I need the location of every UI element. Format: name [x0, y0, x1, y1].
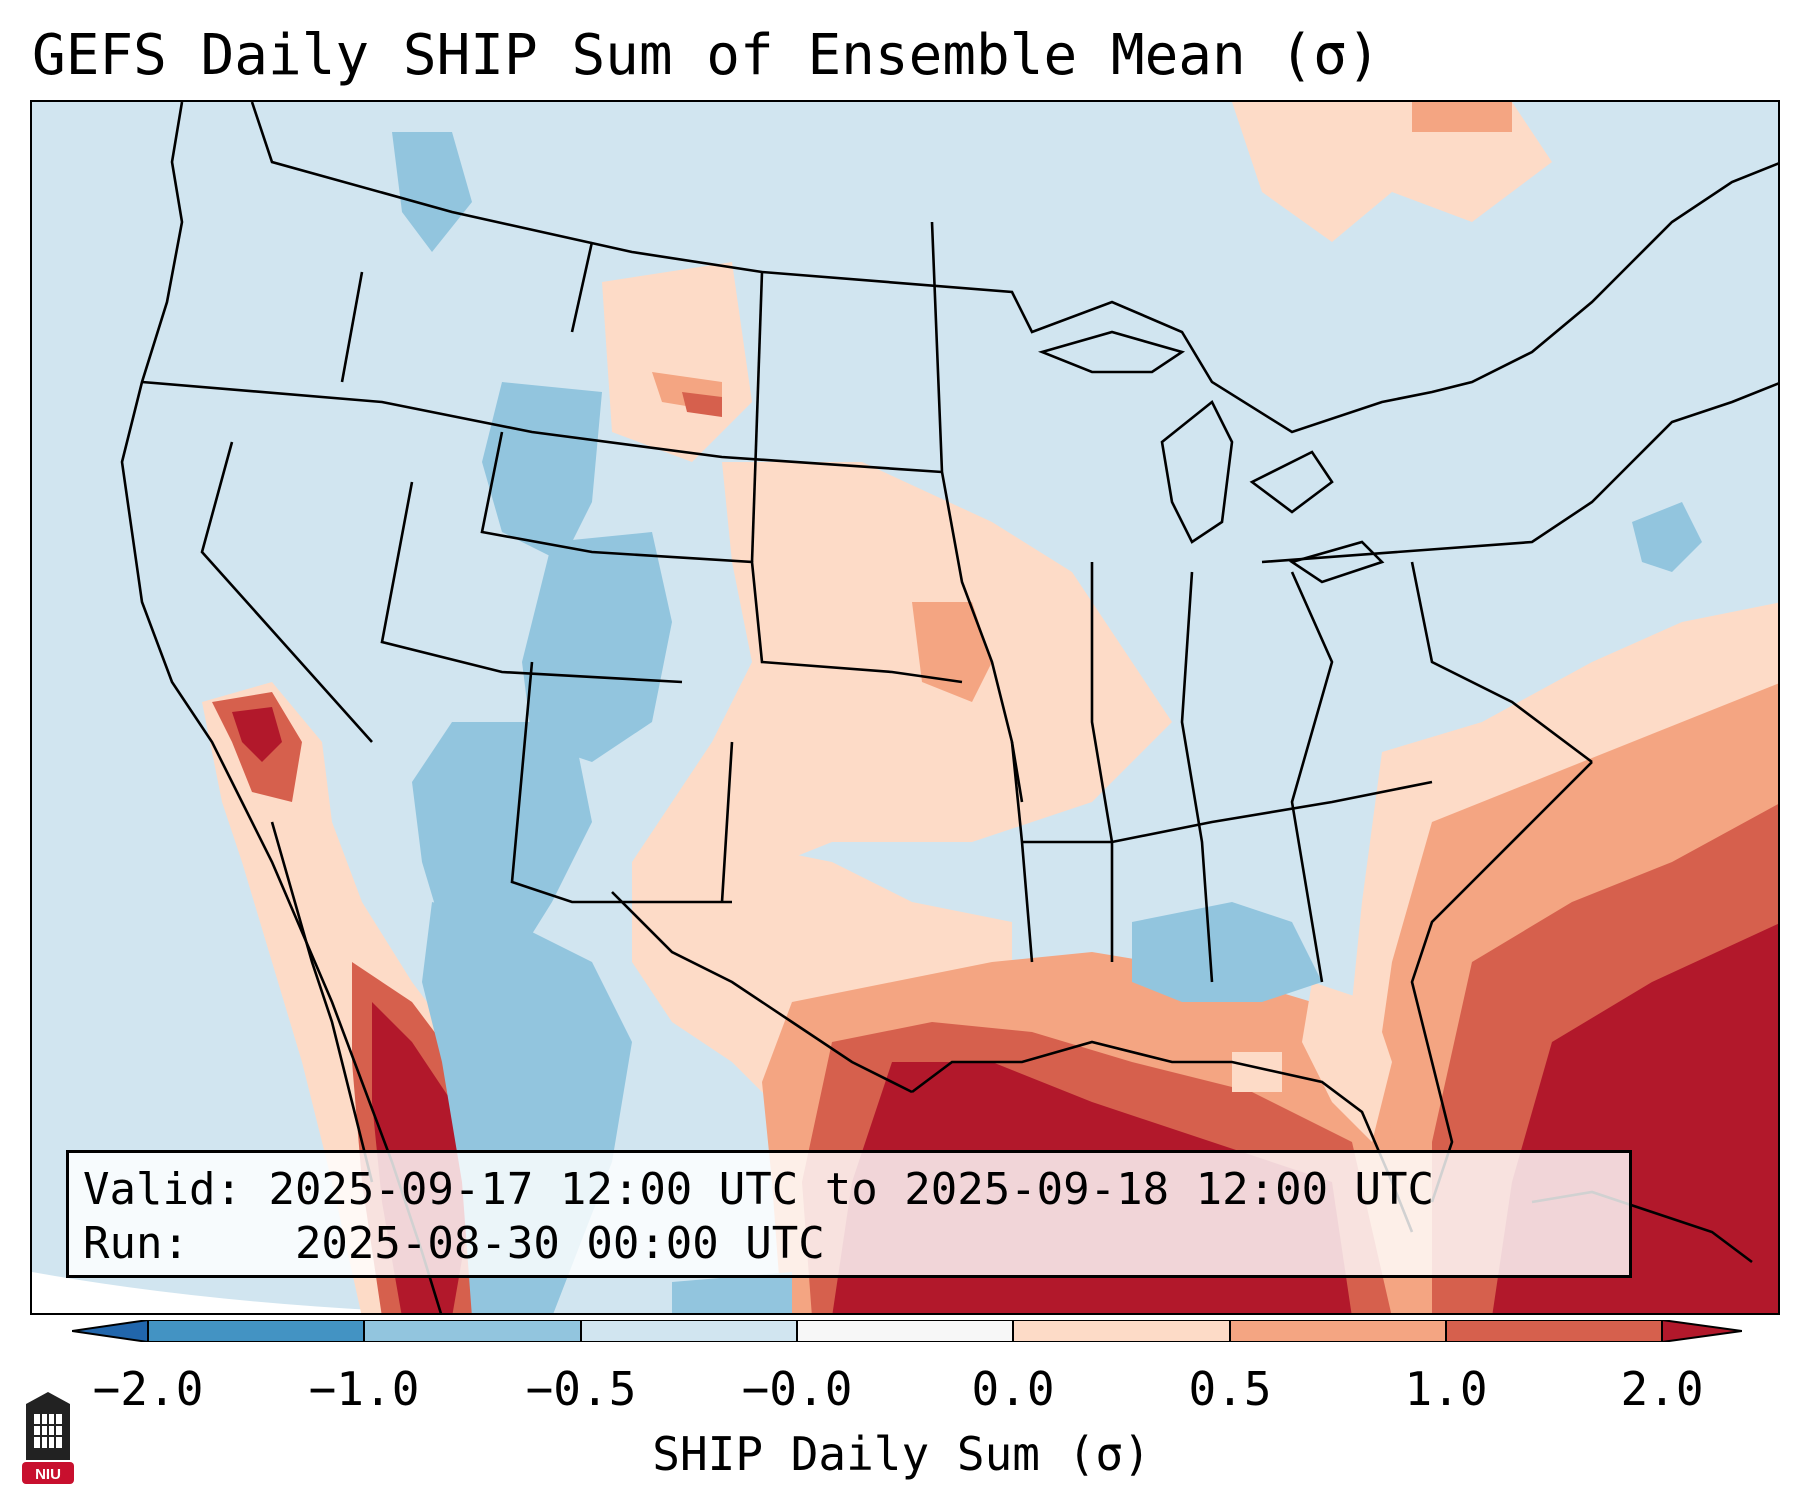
colorbar-segment — [1446, 1320, 1662, 1342]
niu-logo-icon: NIU — [22, 1392, 74, 1484]
colorbar — [72, 1320, 1742, 1342]
anomaly-region-bc — [392, 132, 472, 252]
run-row: Run: 2025-08-30 00:00 UTC — [83, 1217, 1615, 1271]
valid-value: 2025-09-17 12:00 UTC to 2025-09-18 12:00… — [268, 1164, 1435, 1215]
colorbar-segment — [364, 1320, 581, 1342]
colorbar-segment — [1230, 1320, 1446, 1342]
lake-superior — [1037, 330, 1186, 374]
texas-panhandle — [720, 741, 734, 903]
anomaly-region-montana-peak — [682, 392, 722, 417]
canada-border — [250, 102, 1778, 434]
anomaly-region-southeast — [1132, 902, 1322, 1002]
colorbar-tick-label: 2.0 — [1620, 1362, 1704, 1416]
state-line-north — [141, 380, 943, 474]
nevada-border — [200, 441, 373, 743]
boundary-lines — [120, 102, 1778, 1313]
dakota-border — [750, 271, 764, 563]
colorbar-segment — [797, 1320, 1013, 1342]
colorbar-tick-label: −0.0 — [741, 1362, 853, 1416]
projection-edge — [32, 1272, 433, 1313]
anomaly-region-plains — [632, 462, 1172, 962]
warm-anomaly-layer — [202, 102, 1778, 1313]
run-label: Run: — [83, 1218, 189, 1269]
anomaly-region-colorado — [522, 532, 672, 762]
southeast-coastline — [1410, 761, 1593, 1203]
valid-row: Valid: 2025-09-17 12:00 UTC to 2025-09-1… — [83, 1163, 1615, 1217]
logo-text: NIU — [35, 1466, 61, 1483]
chart-title: GEFS Daily SHIP Sum of Ensemble Mean (σ) — [32, 23, 1381, 88]
colorbar-tick-label: 1.0 — [1404, 1362, 1488, 1416]
colorbar-tick-label: 0.0 — [971, 1362, 1055, 1416]
colorbar-segment — [581, 1320, 797, 1342]
idaho-border — [340, 271, 364, 383]
colorbar-ticks — [147, 1320, 1663, 1342]
colorbar-tick-label: −0.5 — [525, 1362, 637, 1416]
northeast-coastline — [1261, 382, 1778, 564]
indiana-border — [1180, 571, 1214, 983]
logo-window-grid — [34, 1414, 62, 1448]
utah-border — [380, 481, 683, 684]
east-coast-upper — [1410, 561, 1593, 764]
anomaly-region-north-canada — [1232, 102, 1552, 242]
montana-border — [570, 241, 594, 333]
colorbar-tick-label: −2.0 — [92, 1362, 204, 1416]
colorbar-label: SHIP Daily Sum (σ) — [652, 1427, 1151, 1481]
map-svg — [32, 102, 1778, 1313]
new-mexico-border — [510, 661, 732, 904]
anomaly-region-north-canada-core — [1412, 102, 1512, 132]
logo-banner — [22, 1462, 74, 1484]
anomaly-region-atlantic-cool — [1632, 502, 1702, 572]
lake-michigan — [1160, 399, 1234, 544]
colorbar-tick-label: −1.0 — [308, 1362, 420, 1416]
anomaly-region-texas — [632, 842, 1012, 1102]
baja-coastline — [270, 821, 374, 1183]
anomaly-region-socal-peak — [232, 707, 282, 762]
colorbar-segment — [1013, 1320, 1230, 1342]
illinois-border — [1090, 562, 1114, 962]
valid-label: Valid: — [83, 1164, 242, 1215]
map-panel — [30, 100, 1780, 1315]
colorbar-tick-label: 0.5 — [1188, 1362, 1272, 1416]
lake-huron — [1249, 450, 1334, 514]
west-coastline — [120, 102, 443, 1313]
georgia-border — [1290, 571, 1334, 983]
rio-grande — [611, 891, 913, 1094]
colorbar-segment — [148, 1320, 364, 1342]
colorbar-extend-low — [72, 1320, 148, 1342]
info-box: Valid: 2025-09-17 12:00 UTC to 2025-09-1… — [66, 1150, 1632, 1278]
anomaly-region-florida — [1302, 982, 1392, 1142]
run-value: 2025-08-30 00:00 UTC — [294, 1218, 825, 1269]
tennessee-border — [1022, 780, 1433, 844]
gulf-coastline — [911, 1040, 1414, 1233]
lake-erie — [1288, 540, 1385, 584]
anomaly-region-central-mexico-south — [672, 1272, 792, 1313]
colorbar-extend-high — [1662, 1320, 1742, 1342]
